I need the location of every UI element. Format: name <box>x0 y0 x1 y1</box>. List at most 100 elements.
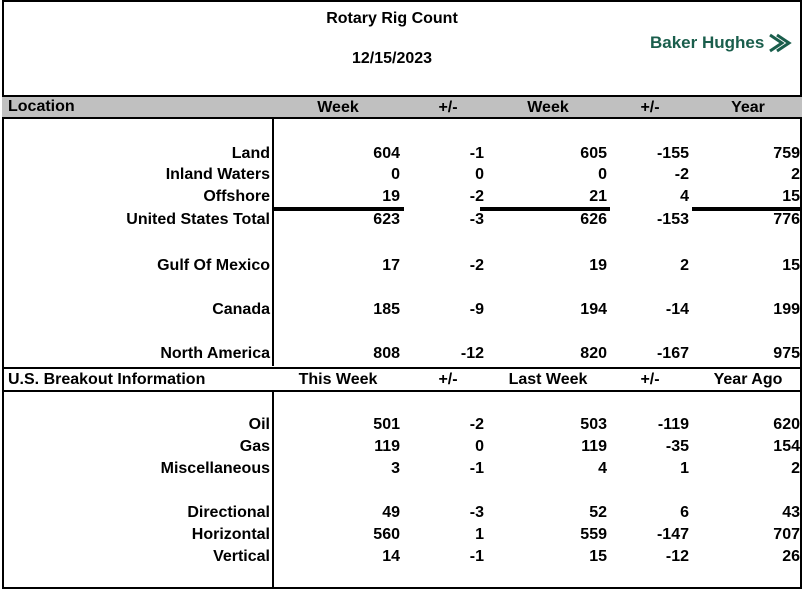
cell: 49 <box>382 504 400 521</box>
cell: -1 <box>469 145 484 162</box>
table-row: Directional 49 -3 52 6 43 <box>0 504 806 526</box>
col-header-change: +/- <box>438 99 458 116</box>
table-row: North America 808 -12 820 -167 975 <box>0 345 806 367</box>
cell: 0 <box>475 438 484 455</box>
cell: -12 <box>665 548 689 565</box>
cell: -35 <box>665 438 689 455</box>
cell: 1 <box>475 526 484 543</box>
row-label: United States Total <box>126 211 270 228</box>
cell: 2 <box>791 166 800 183</box>
breakout-header-label: U.S. Breakout Information <box>8 371 206 388</box>
cell: 17 <box>382 257 400 274</box>
cell: 776 <box>773 211 800 228</box>
divider <box>272 118 274 366</box>
cell: -1 <box>469 548 484 565</box>
table-row: Gulf Of Mexico 17 -2 19 2 15 <box>0 257 806 279</box>
table-row-total: United States Total 623 -3 626 -153 776 <box>0 211 806 233</box>
table-row: Miscellaneous 3 -1 4 1 2 <box>0 460 806 482</box>
row-label: Miscellaneous <box>160 460 270 477</box>
cell: -3 <box>469 504 484 521</box>
brand-logo: Baker Hughes <box>650 33 793 53</box>
cell: 0 <box>391 166 400 183</box>
brand-logo-text: Baker Hughes <box>650 33 765 52</box>
cell: -2 <box>674 166 689 183</box>
cell: 808 <box>373 345 400 362</box>
cell: -147 <box>656 526 689 543</box>
cell: 15 <box>782 257 800 274</box>
table-row: Canada 185 -9 194 -14 199 <box>0 301 806 323</box>
cell: -167 <box>656 345 689 362</box>
subtotal-underline <box>692 207 802 211</box>
cell: 185 <box>373 301 400 318</box>
cell: 1 <box>680 460 689 477</box>
divider <box>2 117 802 119</box>
cell: -1 <box>469 460 484 477</box>
cell: 503 <box>580 416 607 433</box>
row-label: Gas <box>239 438 270 455</box>
cell: -2 <box>469 188 484 205</box>
cell: 19 <box>382 188 400 205</box>
col-header-week: Week <box>527 99 569 116</box>
cell: 759 <box>773 145 800 162</box>
row-label: Vertical <box>213 548 270 565</box>
cell: -2 <box>469 257 484 274</box>
cell: 4 <box>598 460 607 477</box>
table-row: Land 604 -1 605 -155 759 <box>0 145 806 167</box>
location-header-label: Location <box>8 98 75 115</box>
table-row: Horizontal 560 1 559 -147 707 <box>0 526 806 548</box>
cell: 2 <box>791 460 800 477</box>
row-label: Horizontal <box>191 526 270 543</box>
cell: 119 <box>581 438 607 455</box>
cell: 623 <box>373 211 400 228</box>
row-label: Inland Waters <box>165 166 270 183</box>
cell: 3 <box>391 460 400 477</box>
row-label: Gulf Of Mexico <box>157 257 270 274</box>
cell: 560 <box>373 526 400 543</box>
cell: 0 <box>475 166 484 183</box>
col-header-year-ago: Year Ago <box>713 371 783 388</box>
cell: 19 <box>589 257 607 274</box>
cell: 154 <box>773 438 800 455</box>
col-header-year: Year <box>731 99 765 116</box>
cell: 975 <box>773 345 800 362</box>
col-header-change: +/- <box>640 99 660 116</box>
baker-hughes-logo-icon <box>769 33 793 53</box>
col-header-change: +/- <box>438 371 458 388</box>
col-header-week: Week <box>317 99 359 116</box>
cell: 43 <box>782 504 800 521</box>
report-title: Rotary Rig Count <box>326 10 458 27</box>
cell: -12 <box>460 345 484 362</box>
cell: -14 <box>665 301 689 318</box>
cell: 6 <box>680 504 689 521</box>
row-label: North America <box>160 345 270 362</box>
cell: 52 <box>589 504 607 521</box>
cell: 194 <box>580 301 607 318</box>
cell: 14 <box>382 548 400 565</box>
cell: 820 <box>580 345 607 362</box>
cell: 707 <box>773 526 800 543</box>
col-header-this-week: This Week <box>298 371 378 388</box>
row-label: Canada <box>212 301 270 318</box>
cell: 21 <box>589 188 607 205</box>
divider <box>272 392 274 589</box>
row-label: Oil <box>248 416 270 433</box>
cell: 605 <box>580 145 607 162</box>
report-date: 12/15/2023 <box>351 50 433 67</box>
col-header-last-week: Last Week <box>508 371 588 388</box>
cell: 15 <box>782 188 800 205</box>
cell: -155 <box>656 145 689 162</box>
cell: 119 <box>374 438 400 455</box>
table-row: Oil 501 -2 503 -119 620 <box>0 416 806 438</box>
cell: 501 <box>373 416 400 433</box>
cell: -9 <box>469 301 484 318</box>
cell: -119 <box>657 416 689 433</box>
divider <box>2 390 802 392</box>
cell: 26 <box>782 548 800 565</box>
col-header-change: +/- <box>640 371 660 388</box>
cell: -2 <box>469 416 484 433</box>
divider <box>2 95 802 97</box>
cell: 604 <box>373 145 400 162</box>
cell: -3 <box>469 211 484 228</box>
cell: 4 <box>680 188 689 205</box>
